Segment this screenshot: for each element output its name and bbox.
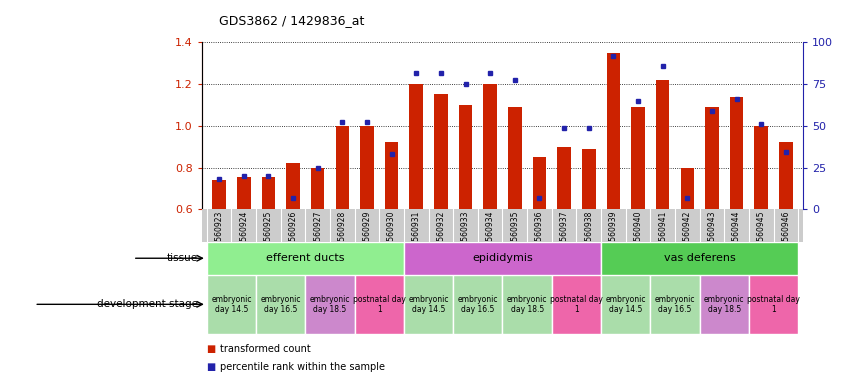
- Text: embryonic
day 18.5: embryonic day 18.5: [309, 295, 350, 314]
- Text: ■: ■: [206, 344, 215, 354]
- Text: GSM560943: GSM560943: [707, 211, 717, 257]
- Bar: [207, 242, 404, 275]
- Text: GSM560940: GSM560940: [633, 211, 643, 257]
- Text: GSM560937: GSM560937: [559, 211, 569, 257]
- Text: development stage: development stage: [97, 299, 198, 310]
- Bar: [305, 275, 355, 334]
- Text: GSM560927: GSM560927: [313, 211, 322, 257]
- Text: GSM560939: GSM560939: [609, 211, 618, 257]
- Text: embryonic
day 14.5: embryonic day 14.5: [211, 295, 251, 314]
- Text: postnatal day
1: postnatal day 1: [550, 295, 603, 314]
- Bar: [601, 242, 798, 275]
- Bar: [237, 177, 251, 209]
- Bar: [404, 275, 453, 334]
- Bar: [730, 96, 743, 209]
- Bar: [706, 107, 719, 209]
- Text: efferent ducts: efferent ducts: [266, 253, 345, 263]
- Text: vas deferens: vas deferens: [664, 253, 736, 263]
- Text: GSM560933: GSM560933: [461, 211, 470, 257]
- Text: GSM560941: GSM560941: [659, 211, 667, 257]
- Bar: [700, 275, 749, 334]
- Bar: [336, 126, 349, 209]
- Bar: [606, 53, 620, 209]
- Text: GSM560935: GSM560935: [510, 211, 520, 257]
- Text: GSM560931: GSM560931: [412, 211, 420, 257]
- Bar: [552, 275, 601, 334]
- Text: epididymis: epididymis: [472, 253, 533, 263]
- Bar: [502, 275, 552, 334]
- Bar: [360, 126, 373, 209]
- Text: tissue: tissue: [167, 253, 198, 263]
- Text: ■: ■: [206, 362, 215, 372]
- Text: embryonic
day 18.5: embryonic day 18.5: [704, 295, 744, 314]
- Bar: [434, 94, 447, 209]
- Text: transformed count: transformed count: [220, 344, 311, 354]
- Bar: [601, 275, 650, 334]
- Text: embryonic
day 16.5: embryonic day 16.5: [458, 295, 498, 314]
- Text: GSM560945: GSM560945: [757, 211, 766, 257]
- Text: GSM560934: GSM560934: [485, 211, 495, 257]
- Bar: [404, 242, 601, 275]
- Text: GSM560942: GSM560942: [683, 211, 692, 257]
- Text: GSM560938: GSM560938: [584, 211, 593, 257]
- Bar: [286, 163, 299, 209]
- Text: GSM560932: GSM560932: [436, 211, 446, 257]
- Text: GSM560928: GSM560928: [338, 211, 346, 257]
- Bar: [532, 157, 547, 209]
- Text: embryonic
day 16.5: embryonic day 16.5: [655, 295, 696, 314]
- Bar: [558, 147, 571, 209]
- Bar: [754, 126, 768, 209]
- Text: GSM560923: GSM560923: [214, 211, 224, 257]
- Text: GSM560929: GSM560929: [362, 211, 372, 257]
- Text: embryonic
day 14.5: embryonic day 14.5: [409, 295, 449, 314]
- Bar: [355, 275, 404, 334]
- Bar: [410, 84, 423, 209]
- Text: GSM560930: GSM560930: [387, 211, 396, 257]
- Text: embryonic
day 14.5: embryonic day 14.5: [606, 295, 646, 314]
- Bar: [749, 275, 798, 334]
- Text: GSM560944: GSM560944: [733, 211, 741, 257]
- Bar: [582, 149, 595, 209]
- Bar: [650, 275, 700, 334]
- Bar: [656, 80, 669, 209]
- Bar: [458, 105, 473, 209]
- Text: postnatal day
1: postnatal day 1: [747, 295, 800, 314]
- Bar: [311, 167, 325, 209]
- Text: GSM560946: GSM560946: [781, 211, 791, 257]
- Bar: [484, 84, 497, 209]
- Text: GSM560924: GSM560924: [239, 211, 248, 257]
- Bar: [508, 107, 521, 209]
- Text: postnatal day
1: postnatal day 1: [353, 295, 405, 314]
- Bar: [632, 107, 645, 209]
- Text: GSM560936: GSM560936: [535, 211, 544, 257]
- Text: embryonic
day 18.5: embryonic day 18.5: [507, 295, 547, 314]
- Text: GSM560926: GSM560926: [288, 211, 298, 257]
- Bar: [212, 180, 226, 209]
- Bar: [385, 142, 399, 209]
- Bar: [779, 142, 793, 209]
- Text: embryonic
day 16.5: embryonic day 16.5: [261, 295, 301, 314]
- Text: percentile rank within the sample: percentile rank within the sample: [220, 362, 385, 372]
- Bar: [680, 167, 694, 209]
- Text: GSM560925: GSM560925: [264, 211, 272, 257]
- Bar: [262, 177, 275, 209]
- Bar: [207, 275, 256, 334]
- Bar: [256, 275, 305, 334]
- Text: GDS3862 / 1429836_at: GDS3862 / 1429836_at: [219, 14, 364, 27]
- Bar: [453, 275, 502, 334]
